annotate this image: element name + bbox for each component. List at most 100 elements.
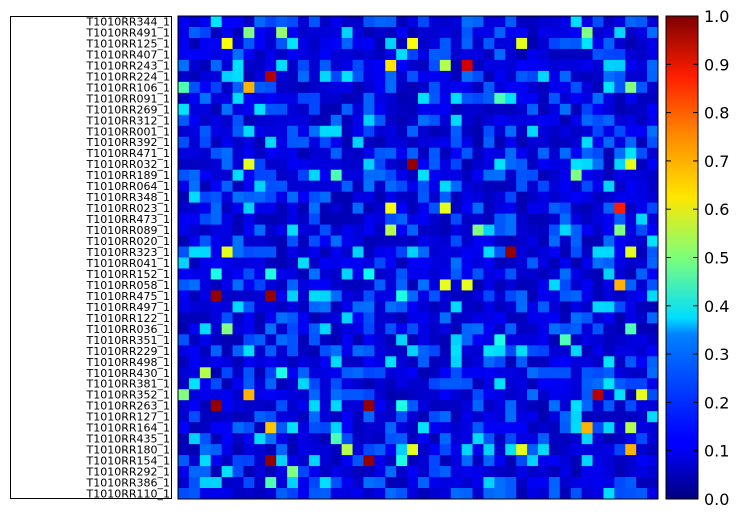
heatmap-cell — [483, 235, 495, 247]
heatmap-cell — [472, 158, 484, 171]
heatmap-cell — [407, 114, 419, 127]
row-tick-label: T1010RR064_1 — [86, 180, 171, 193]
heatmap-cell — [188, 37, 201, 50]
heatmap-cell — [592, 191, 604, 204]
heatmap-cell — [559, 389, 572, 401]
heatmap-cell — [548, 26, 561, 39]
heatmap-cell — [210, 334, 223, 346]
heatmap-cell — [210, 246, 223, 258]
heatmap-cell — [483, 444, 495, 456]
heatmap-cell — [527, 147, 539, 160]
heatmap-cell — [232, 466, 244, 478]
heatmap-cell — [483, 26, 495, 39]
heatmap-cell — [472, 411, 484, 423]
heatmap-cell — [374, 81, 386, 94]
heatmap-cell — [363, 125, 375, 138]
heatmap-cell — [276, 455, 288, 467]
row-tick-label: T1010RR036_1 — [86, 323, 171, 336]
heatmap-cell — [232, 169, 244, 182]
heatmap-cell — [516, 114, 528, 127]
heatmap-cell — [188, 125, 201, 138]
heatmap-cell — [625, 213, 637, 225]
heatmap-cell — [461, 301, 473, 313]
heatmap-cell — [494, 136, 506, 149]
heatmap-cell — [450, 323, 463, 335]
heatmap-cell — [494, 268, 506, 280]
heatmap-cell — [232, 81, 244, 94]
heatmap-cell — [265, 125, 277, 138]
heatmap-cell — [494, 246, 506, 258]
heatmap-cell — [428, 477, 441, 489]
heatmap-cell — [265, 466, 277, 478]
heatmap-cell — [374, 334, 386, 346]
heatmap-cell — [450, 257, 463, 269]
heatmap-cell — [407, 301, 419, 313]
heatmap-cell — [243, 92, 255, 105]
heatmap-cell — [603, 323, 615, 335]
heatmap-cell — [221, 400, 233, 412]
heatmap-cell — [494, 103, 506, 116]
heatmap-cell — [472, 400, 484, 412]
heatmap-cell — [614, 114, 626, 127]
heatmap-cell — [461, 455, 473, 467]
heatmap-cell — [221, 202, 233, 214]
heatmap-cell — [548, 213, 561, 225]
heatmap-cell — [614, 411, 626, 423]
heatmap-cell — [428, 488, 441, 500]
heatmap-cell — [494, 323, 506, 335]
heatmap-cell — [450, 367, 463, 379]
heatmap-cell — [330, 202, 343, 214]
heatmap-cell — [330, 213, 343, 225]
heatmap-cell — [439, 125, 452, 138]
heatmap-cell — [352, 257, 364, 269]
heatmap-cell — [439, 345, 452, 357]
heatmap-cell — [341, 290, 353, 302]
heatmap-cell — [385, 345, 397, 357]
heatmap-cell — [287, 433, 299, 445]
heatmap-cell — [483, 466, 495, 478]
heatmap-cell — [276, 169, 288, 182]
heatmap-cell — [363, 268, 375, 280]
heatmap-cell — [199, 466, 212, 478]
heatmap-cell — [385, 180, 397, 193]
heatmap-cell — [308, 334, 321, 346]
heatmap-cell — [210, 16, 223, 28]
heatmap-cell — [472, 345, 484, 357]
heatmap-cell — [341, 125, 353, 138]
heatmap-cell — [636, 279, 648, 291]
heatmap-cell — [243, 136, 255, 149]
heatmap-cell — [298, 312, 310, 324]
heatmap-cell — [385, 147, 397, 160]
heatmap-cell — [178, 16, 190, 28]
heatmap-cell — [385, 433, 397, 445]
heatmap-cell — [483, 191, 495, 204]
heatmap-cell — [439, 444, 452, 456]
heatmap-cell — [243, 213, 255, 225]
heatmap-cell — [341, 48, 353, 61]
heatmap-cell — [614, 367, 626, 379]
heatmap-cell — [210, 367, 223, 379]
heatmap-cell — [287, 345, 299, 357]
heatmap-cell — [308, 235, 321, 247]
heatmap-cell — [516, 411, 528, 423]
heatmap-cell — [385, 48, 397, 61]
heatmap-cell — [439, 257, 452, 269]
heatmap-cell — [570, 37, 583, 50]
row-label-panel — [10, 16, 172, 499]
heatmap-cell — [527, 389, 539, 401]
heatmap-cell — [483, 59, 495, 72]
heatmap-cell — [428, 466, 441, 478]
heatmap-cell — [636, 136, 648, 149]
heatmap-cell — [341, 488, 353, 500]
heatmap-cell — [210, 169, 223, 182]
heatmap-cell — [319, 466, 332, 478]
heatmap-cell — [352, 290, 364, 302]
heatmap-cell — [527, 48, 539, 61]
heatmap-cell — [265, 367, 277, 379]
heatmap-cell — [352, 16, 364, 28]
heatmap-cell — [461, 411, 473, 423]
heatmap-cell — [363, 136, 375, 149]
heatmap-cell — [221, 70, 233, 83]
heatmap-cell — [199, 345, 212, 357]
heatmap-cell — [276, 213, 288, 225]
